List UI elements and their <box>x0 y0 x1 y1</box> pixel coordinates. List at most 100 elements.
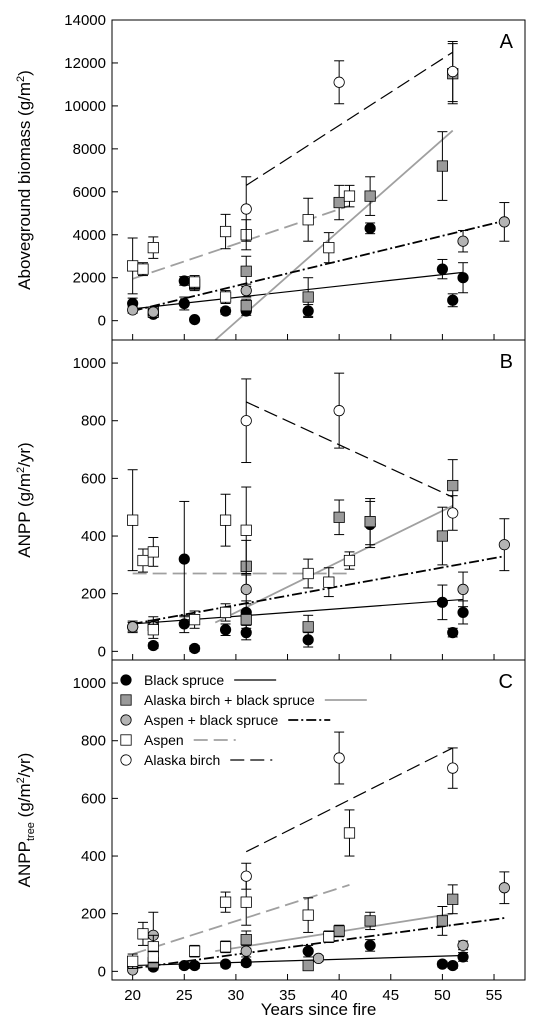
data-point <box>323 576 335 588</box>
data-point <box>302 909 314 921</box>
data-point <box>457 235 469 247</box>
data-point <box>343 190 356 202</box>
x-tick-label: 40 <box>331 987 348 1004</box>
legend-marker <box>120 674 132 686</box>
plot-frame <box>111 659 526 981</box>
data-point <box>447 627 459 639</box>
fit-line-alaska-birch <box>245 747 453 853</box>
legend-label: Alaska birch + black spruce <box>144 692 315 708</box>
data-point <box>178 959 190 972</box>
data-point <box>147 242 159 254</box>
data-point <box>219 291 232 303</box>
panel-label: C <box>499 671 513 693</box>
series-black-spruce <box>127 939 469 973</box>
data-point <box>240 870 252 882</box>
data-point <box>302 945 314 957</box>
data-point <box>323 931 335 943</box>
legend-label: Aspen + black spruce <box>144 712 278 728</box>
data-point <box>333 405 345 417</box>
data-point <box>302 214 314 226</box>
series-aspen <box>127 809 356 969</box>
data-point <box>498 882 510 894</box>
data-point <box>127 955 139 967</box>
data-point <box>219 624 232 636</box>
series-aspen <box>127 469 356 639</box>
y-axis-label: Aboveground biomass (g/m2) <box>15 70 34 290</box>
y-tick-label: 800 <box>81 733 106 750</box>
panel-b: 0 200 400 600 800 1000 ANPP (g/m2/yr) B <box>15 339 526 661</box>
legend-marker <box>120 754 132 766</box>
data-point <box>302 959 314 972</box>
data-point <box>147 546 159 558</box>
data-point <box>189 313 201 326</box>
series-aspen <box>127 184 356 304</box>
data-point <box>323 242 335 254</box>
data-point <box>137 928 149 940</box>
data-point <box>364 516 376 528</box>
data-point <box>240 614 252 626</box>
data-point <box>447 294 459 306</box>
fit-line-aspen-spruce <box>132 555 505 625</box>
data-point <box>189 642 201 655</box>
y-tick-label: 1000 <box>73 675 106 692</box>
x-tick-label: 25 <box>176 987 193 1004</box>
data-point <box>364 939 376 952</box>
series-black-spruce <box>127 500 469 655</box>
data-point <box>178 275 190 287</box>
data-point <box>147 941 159 953</box>
data-point <box>219 896 232 908</box>
data-point <box>219 958 232 970</box>
data-point <box>333 196 345 209</box>
legend-label: Alaska birch <box>144 752 220 768</box>
data-point <box>436 596 448 608</box>
data-point <box>436 263 448 275</box>
data-point <box>364 915 376 927</box>
x-tick-label: 50 <box>434 987 451 1004</box>
series-black-spruce <box>127 222 469 326</box>
series-alaska-birch <box>240 372 459 531</box>
data-point <box>240 583 252 595</box>
data-point <box>312 952 325 964</box>
series-aspen-spruce <box>127 202 510 318</box>
y-tick-label: 400 <box>81 528 106 545</box>
data-point <box>364 190 376 202</box>
data-point <box>240 285 252 297</box>
panel-a: 0 2000 4000 6000 8000 10000 12000 14000 Abovegro… <box>15 12 526 341</box>
y-tick-label: 400 <box>81 848 106 865</box>
data-point <box>240 627 252 639</box>
data-point <box>240 415 252 427</box>
y-axis-label: ANPP (g/m2/yr) <box>15 442 34 557</box>
data-point <box>343 554 356 567</box>
data-point <box>147 639 159 652</box>
x-tick-label: 45 <box>382 987 399 1004</box>
data-point <box>302 567 314 580</box>
series-aspen-spruce <box>127 871 510 976</box>
data-point <box>447 65 459 78</box>
data-point <box>457 951 469 963</box>
data-point <box>219 225 232 238</box>
y-tick-label: 600 <box>81 470 106 487</box>
data-point <box>127 621 139 633</box>
data-point <box>498 539 510 551</box>
legend-marker <box>120 734 132 746</box>
fit-line-alaska-birch <box>245 401 453 498</box>
data-point <box>302 621 314 633</box>
y-tick-label: 0 <box>98 643 106 660</box>
data-point <box>333 511 345 523</box>
data-point <box>457 939 469 952</box>
data-point <box>436 958 448 970</box>
data-point <box>498 216 510 228</box>
data-point <box>447 959 459 972</box>
data-point <box>188 614 201 626</box>
panel-c: 0 200 400 600 800 1000 20 25 30 35 40 45 50 55 ANPPtre… <box>15 659 526 1004</box>
data-point <box>436 915 449 927</box>
data-point <box>240 934 252 946</box>
data-point <box>219 941 232 953</box>
data-point <box>436 160 449 172</box>
legend-label: Black spruce <box>144 672 224 688</box>
y-tick-label: 4000 <box>73 227 106 244</box>
data-point <box>364 222 376 234</box>
data-point <box>436 530 449 542</box>
data-point <box>240 265 252 277</box>
fit-line-aspen-spruce <box>132 219 505 312</box>
